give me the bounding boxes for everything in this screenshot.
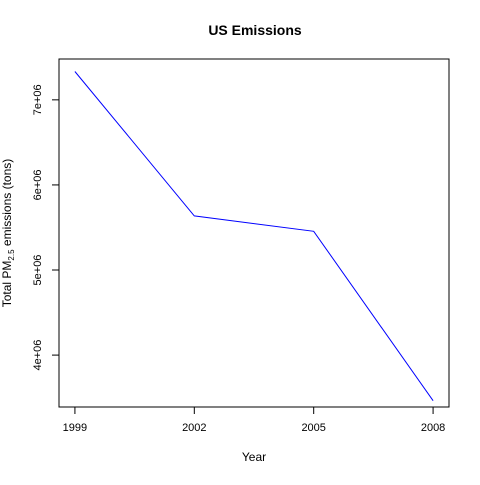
x-tick-label: 1999: [63, 422, 87, 434]
y-tick-label: 4e+06: [32, 340, 44, 371]
y-axis-label: Total PM2.5 emissions (tons): [0, 159, 16, 308]
y-axis-label-suffix: emissions (tons): [0, 159, 14, 250]
x-tick-label: 2002: [182, 422, 206, 434]
chart-title: US Emissions: [208, 22, 302, 38]
y-axis-label-prefix: Total PM: [0, 261, 14, 308]
y-axis: 4e+06 5e+06 6e+06 7e+06: [32, 84, 60, 371]
y-tick-label: 7e+06: [32, 84, 44, 115]
x-tick-label: 2005: [301, 422, 325, 434]
series-layer: [74, 71, 434, 401]
x-axis: 1999 2002 2005 2008: [63, 406, 445, 434]
series-line-0: [74, 71, 434, 401]
x-tick-label: 2008: [421, 422, 445, 434]
x-axis-label: Year: [242, 450, 266, 464]
y-axis-label-subscript: 2.5: [7, 249, 16, 261]
y-tick-label: 6e+06: [32, 169, 44, 200]
y-tick-label: 5e+06: [32, 255, 44, 286]
plot-frame: [58, 58, 450, 408]
